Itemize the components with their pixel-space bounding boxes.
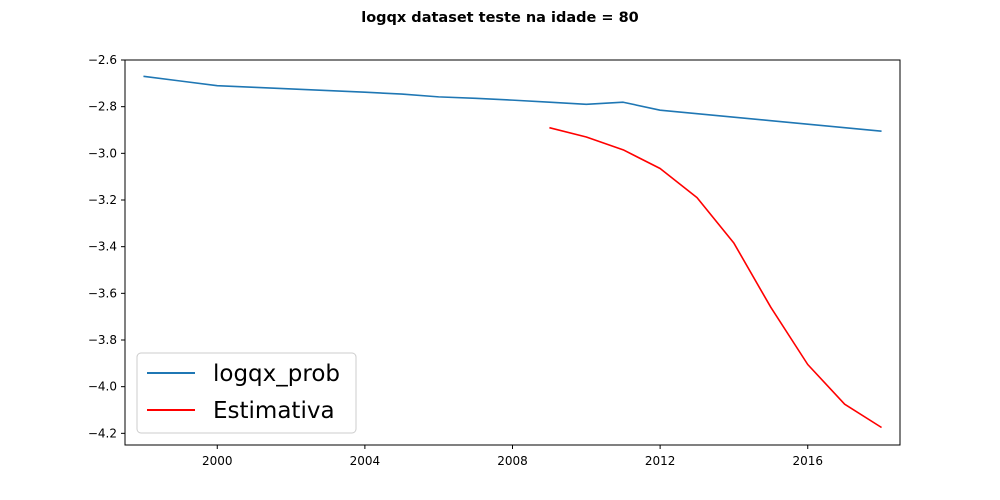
y-tick-label: −3.2 <box>88 193 117 207</box>
y-tick-label: −2.6 <box>88 53 117 67</box>
x-tick-label: 2000 <box>202 454 233 468</box>
series-line-logqx-prob <box>143 75 882 132</box>
y-tick-label: −4.2 <box>88 426 117 440</box>
y-tick-label: −4.0 <box>88 380 117 394</box>
y-tick-label: −2.8 <box>88 100 117 114</box>
chart-title: logqx dataset teste na idade = 80 <box>361 10 639 26</box>
y-tick-label: −3.4 <box>88 240 117 254</box>
series-line-estimativa <box>549 126 882 429</box>
x-tick-label: 2004 <box>350 454 381 468</box>
legend: logqx_prob Estimativa <box>136 352 357 434</box>
ticks-layer: 2000 2004 2008 2012 2016 −2.6 −2.8 −3.0 −3.2 −3.4… <box>88 53 823 468</box>
legend-label-logqx-prob: logqx_prob <box>213 361 340 387</box>
y-tick-label: −3.8 <box>88 333 117 347</box>
y-tick-label: −3.0 <box>88 146 117 160</box>
x-tick-label: 2012 <box>645 454 676 468</box>
x-tick-label: 2008 <box>497 454 528 468</box>
y-tick-label: −3.6 <box>88 286 117 300</box>
x-tick-label: 2016 <box>792 454 823 468</box>
series-layer <box>143 75 882 429</box>
legend-label-estimativa: Estimativa <box>213 398 335 424</box>
